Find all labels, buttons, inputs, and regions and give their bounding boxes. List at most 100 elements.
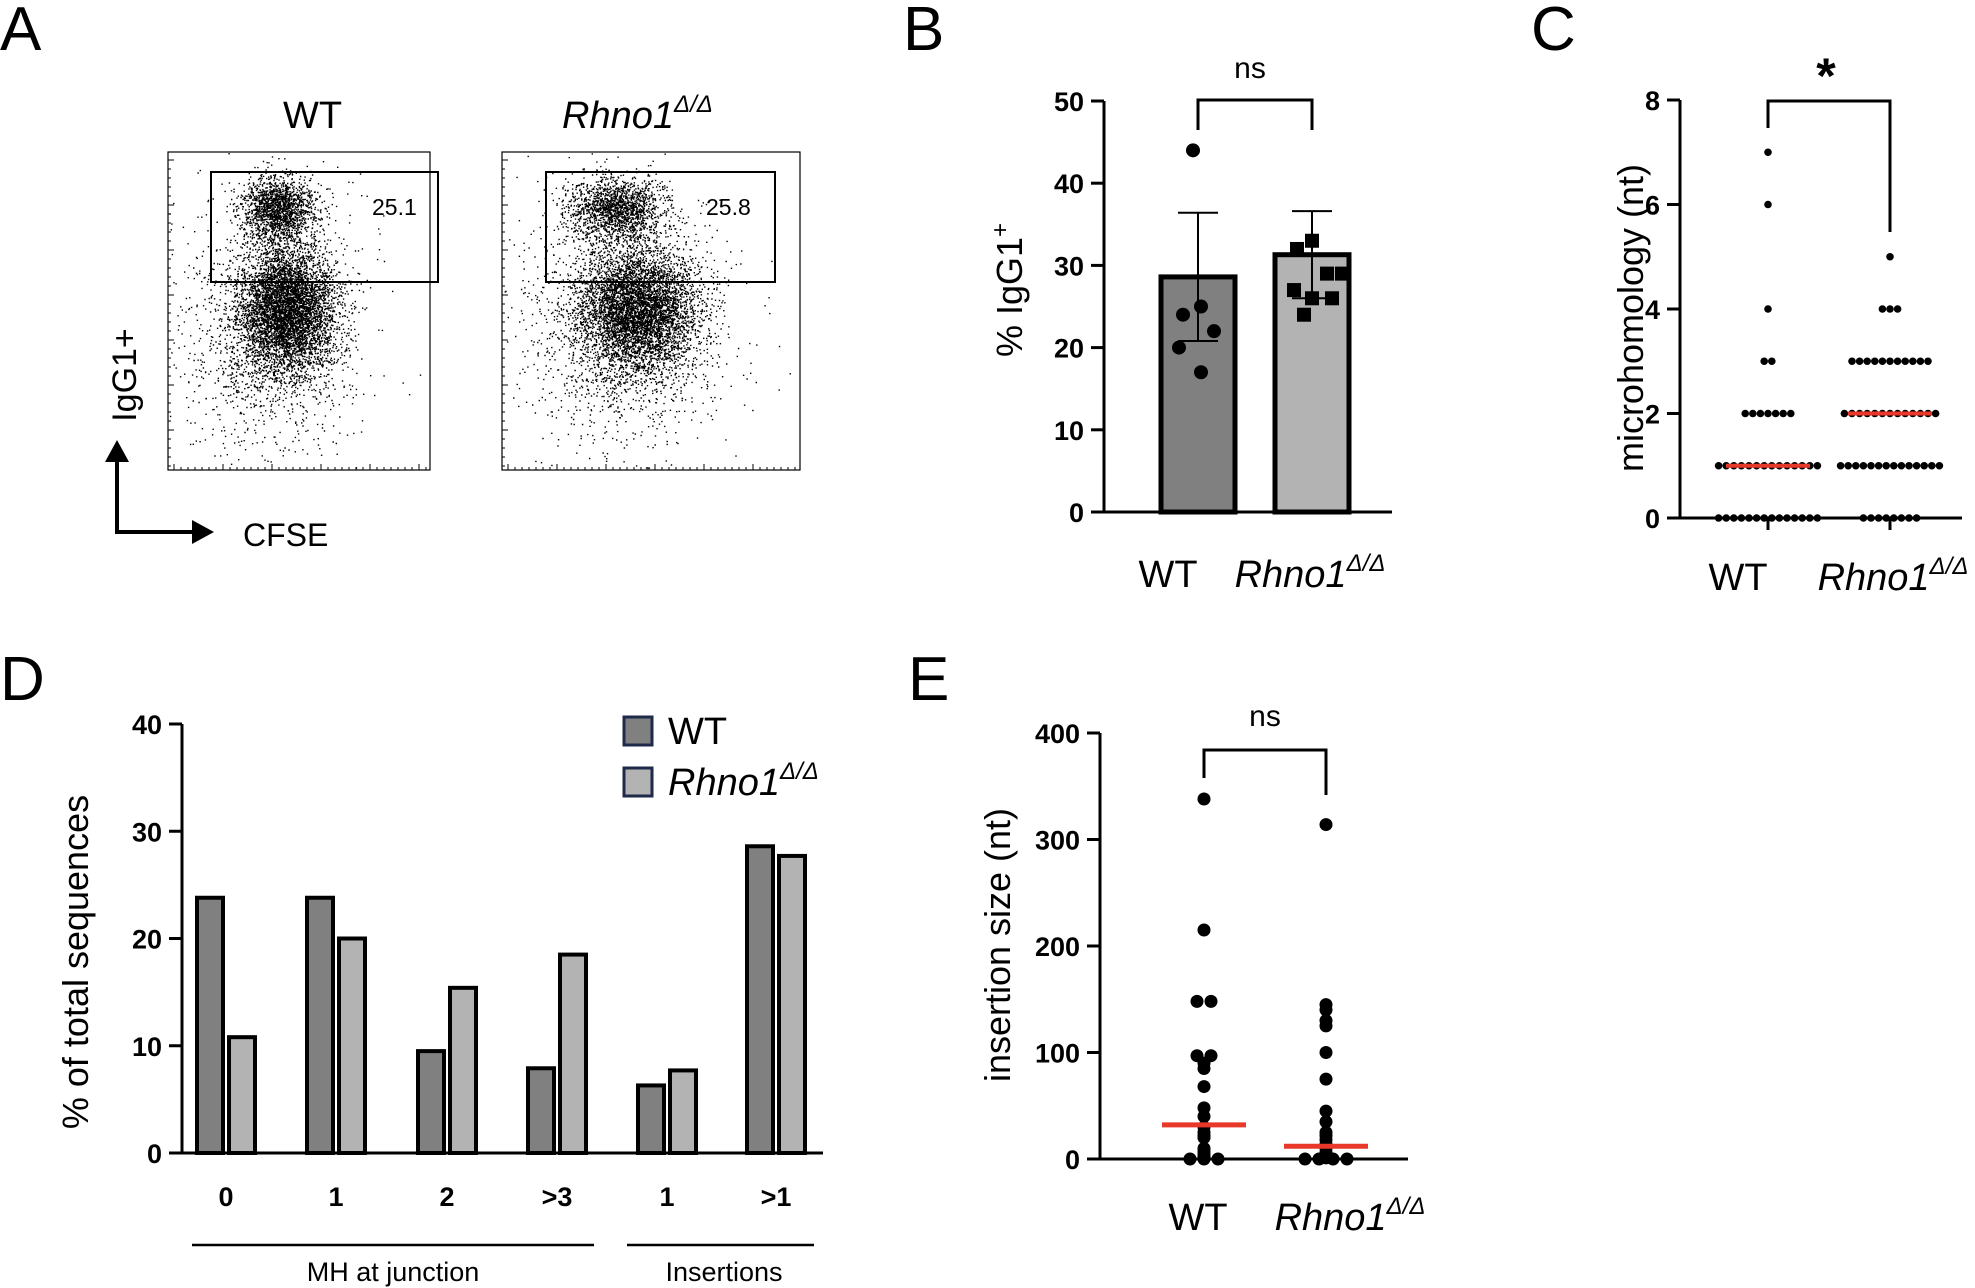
arrow-right-icon [192, 520, 214, 544]
flow-plot-wt-frame [167, 151, 431, 471]
e-y-tick-label: 0 [1065, 1145, 1080, 1175]
c-point-mutant [1931, 409, 1940, 418]
e-category-mutant: Rhno1Δ/Δ [1275, 1193, 1426, 1239]
c-category-mutant: Rhno1Δ/Δ [1818, 553, 1969, 599]
d-bar-wt [526, 1066, 556, 1155]
c-point-wt [1722, 514, 1730, 522]
e-point-mutant [1298, 1152, 1312, 1166]
c-point-mutant [1848, 357, 1856, 366]
flow-title-mutant: Rhno1Δ/Δ [562, 91, 713, 137]
flow-ylabel: IgG1+ [106, 328, 144, 422]
c-point-mutant [1863, 357, 1871, 366]
d-bar-wt [416, 1049, 446, 1156]
b-y-tick-label: 0 [1069, 498, 1084, 528]
e-y-tick-label: 400 [1035, 719, 1080, 749]
legend-swatch-mutant [622, 766, 654, 798]
e-point-wt [1197, 1101, 1211, 1115]
gate-mutant-value: 25.8 [706, 194, 751, 220]
c-point-mutant [1859, 461, 1868, 470]
flow-axis-ticks [168, 159, 796, 470]
e-point-wt [1204, 994, 1218, 1008]
b-point-mutant [1297, 307, 1311, 322]
d-bar-mutant [227, 1035, 257, 1156]
c-point-wt [1714, 514, 1723, 522]
d-ylabel: % of total sequences [55, 795, 96, 1129]
d-bar-wt [195, 895, 225, 1155]
c-point-wt [1764, 305, 1772, 313]
e-y-tick-label: 100 [1035, 1039, 1080, 1069]
c-point-wt [1813, 514, 1822, 522]
c-point-wt [1806, 514, 1814, 522]
d-x-tick-label: 0 [218, 1182, 233, 1212]
d-y-tick-label: 0 [147, 1139, 162, 1169]
flow-dot-cloud [169, 153, 422, 469]
c-point-mutant [1893, 305, 1902, 313]
e-point-mutant [1319, 1072, 1333, 1086]
gate-wt [210, 171, 439, 283]
c-point-mutant [1867, 514, 1875, 522]
b-point-wt [1172, 340, 1186, 355]
b-point-mutant [1305, 233, 1319, 248]
d-x-tick-label: 1 [328, 1182, 343, 1212]
e-significance-bracket [1202, 748, 1328, 795]
e-ylabel: insertion size (nt) [977, 808, 1018, 1082]
d-bar-wt [636, 1083, 666, 1155]
panel-d: D 0 10 20 30 40 0 1 2 >3 1 >1 % of total sequences… [0, 645, 823, 1287]
c-point-mutant [1871, 357, 1879, 366]
c-y-tick-label: 6 [1645, 191, 1660, 221]
b-point-mutant [1335, 266, 1349, 281]
c-point-mutant [1905, 461, 1913, 470]
group-label-insertions: Insertions [665, 1257, 782, 1287]
b-y-tick-label: 10 [1054, 416, 1084, 446]
gate-mutant [545, 171, 776, 283]
c-point-mutant [1844, 461, 1852, 470]
b-point-wt [1186, 143, 1200, 158]
c-point-wt [1768, 514, 1776, 522]
c-point-mutant [1909, 357, 1917, 366]
e-point-mutant [1319, 1125, 1333, 1139]
c-point-wt [1741, 409, 1749, 418]
c-point-wt [1764, 148, 1772, 157]
c-point-wt [1764, 409, 1772, 418]
e-point-mutant [1319, 1014, 1333, 1028]
e-point-wt [1197, 1080, 1211, 1094]
flow-title-wt: WT [283, 95, 342, 137]
panel-label-a: A [0, 0, 42, 64]
c-point-mutant [1882, 461, 1890, 470]
c-y-tick-label: 8 [1645, 86, 1660, 116]
arrow-up-icon [105, 440, 129, 462]
panel-label-b: B [903, 0, 944, 64]
chart-e: 0 100 200 300 400 [1035, 719, 1408, 1175]
b-point-wt [1207, 324, 1221, 339]
c-point-wt [1760, 514, 1768, 522]
panel-a: A WT Rhno1Δ/Δ 25.1 25.8 IgG1+ CFSE [0, 0, 801, 553]
e-y-tick-label: 200 [1035, 932, 1080, 962]
c-y-tick-label: 2 [1645, 400, 1660, 430]
panel-b: B 0 10 20 30 40 50 % IgG1+ WT Rhno1Δ/Δ ns [903, 0, 1392, 596]
c-point-mutant [1920, 461, 1928, 470]
c-point-mutant [1874, 514, 1883, 522]
c-point-wt [1714, 461, 1723, 470]
d-bar-mutant [337, 936, 367, 1155]
d-y-tick-label: 10 [132, 1032, 162, 1062]
flow-dots-wt [169, 153, 422, 469]
c-point-mutant [1878, 305, 1887, 313]
c-point-wt [1783, 514, 1791, 522]
e-point-wt [1190, 994, 1204, 1008]
b-y-tick-label: 40 [1054, 169, 1084, 199]
b-point-mutant [1325, 291, 1339, 306]
e-point-wt [1204, 1049, 1218, 1063]
c-point-mutant [1867, 461, 1875, 470]
b-point-wt [1194, 299, 1208, 314]
c-point-mutant [1890, 514, 1898, 522]
e-point-mutant [1319, 1104, 1333, 1118]
c-point-mutant [1912, 514, 1921, 522]
panel-c: C 0 2 4 6 8 microhomology (nt) WT Rhno1Δ/Δ * [1531, 0, 1968, 599]
flow-xlabel: CFSE [243, 517, 328, 553]
b-point-mutant [1287, 283, 1301, 298]
b-point-wt [1176, 307, 1190, 322]
b-point-wt [1194, 365, 1208, 380]
e-point-mutant [1319, 1115, 1333, 1129]
c-point-mutant [1855, 357, 1864, 366]
